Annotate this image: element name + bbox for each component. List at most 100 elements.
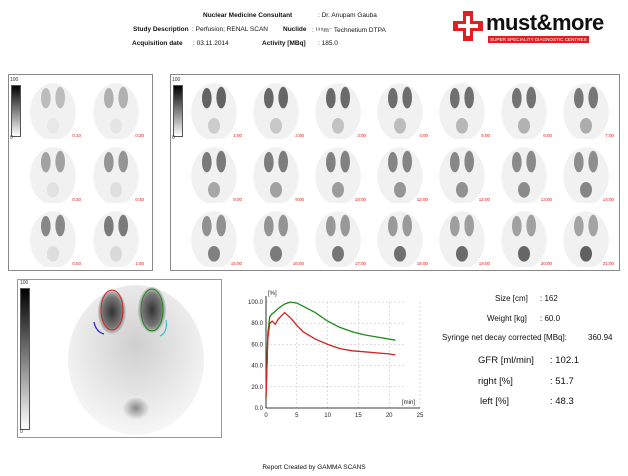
frame-time-label: 8:00 [233,197,242,202]
activity-value: : 185.0 [318,40,338,47]
dynamic-frame: 14:00 [556,143,616,203]
frame-time-label: 16:00 [292,261,304,266]
left-percent-label: left [%] [480,396,510,407]
consultant-label: Nuclear Medicine Consultant [203,12,293,19]
frame-time-label: 14:00 [602,197,614,202]
acquisition-value: : 03.11.2014 [193,40,229,47]
weight-value: : 60.0 [540,314,561,323]
syringe-value: 360.94 [588,333,613,342]
dynamic-frame: 21:00 [556,207,616,267]
perfusion-scale-max: 100 [10,77,19,83]
perfusion-frame: 0:20 [86,79,146,139]
dynamic-frame: 12:00 [370,143,430,203]
dynamic-frame: 12:00 [432,143,492,203]
dynamic-color-scale [173,85,183,137]
frame-time-label: 0:30 [72,197,81,202]
frame-time-label: 10:00 [354,197,366,202]
study-value: : Perfusion; RENAL SCAN [192,26,268,33]
report-footer: Report Created by GAMMA SCANS [262,464,366,471]
dynamic-frame: 18:00 [370,207,430,267]
x-tick-label: 0 [264,413,268,419]
right-background-roi[interactable] [159,319,167,337]
frame-time-label: 1:00 [135,261,144,266]
perfusion-frame: 0:30 [23,143,83,203]
gfr-value: : 102.1 [550,355,580,366]
right-kidney [138,287,166,333]
dynamic-frame: 10:00 [308,143,368,203]
x-tick-label: 25 [417,413,424,419]
dynamic-frame: 16:00 [246,207,306,267]
x-tick-label: 10 [324,413,331,419]
y-tick-label: 100.0 [248,300,264,306]
frame-time-label: 7:00 [605,133,614,138]
frame-time-label: 5:00 [481,133,490,138]
x-axis-label: [min] [402,400,415,406]
x-tick-label: 15 [355,413,362,419]
perfusion-frame: 0:10 [23,79,83,139]
dynamic-frame: 1:00 [184,79,244,139]
brand-tagline: SUPER SPECIALITY DIAGNOSTIC CENTRES [488,36,589,43]
left-kidney-roi[interactable] [100,289,124,331]
dynamic-frame: 8:00 [184,143,244,203]
perfusion-panel: 100 0 0:10 0:20 0:30 0:40 0:50 1:00 [8,74,153,271]
brand-logo: must&more SUPER SPECIALITY DIAGNOSTIC CE… [452,8,622,48]
dynamic-frame: 13:00 [494,143,554,203]
left-background-roi[interactable] [93,321,105,335]
left-percent-value: : 48.3 [550,396,574,407]
frame-time-label: 15:00 [230,261,242,266]
perfusion-frame: 0:40 [86,143,146,203]
perfusion-color-scale [11,85,21,137]
right-percent-label: right [%] [478,376,513,387]
frame-time-label: 21:00 [602,261,614,266]
frame-time-label: 18:00 [416,261,428,266]
dynamic-frame: 15:00 [184,207,244,267]
dynamic-frame: 19:00 [432,207,492,267]
activity-label: Activity [MBq] [262,40,306,47]
y-axis-label: [%] [268,291,277,297]
dynamic-frame: 4:00 [370,79,430,139]
acquisition-label: Acquisition date [132,40,183,47]
bladder [122,396,150,420]
roi-color-scale [20,288,30,430]
size-label: Size [cm] [495,294,528,303]
dynamic-panel: 100 0 1:00 2:00 3:00 4:00 5:00 6:00 7:00 [170,74,620,271]
x-tick-label: 20 [386,413,393,419]
frame-time-label: 9:00 [295,197,304,202]
weight-label: Weight [kg] [487,314,527,323]
consultant-value: : Dr. Anupam Gauba [318,12,377,19]
roi-scale-max: 100 [20,280,29,286]
nuclide-label: Nuclide [283,26,307,33]
dynamic-frame: 9:00 [246,143,306,203]
right-kidney-roi[interactable] [140,288,164,332]
dynamic-frame: 5:00 [432,79,492,139]
series-line-2 [265,311,396,398]
roi-scale-min: 0 [20,429,23,435]
frame-time-label: 17:00 [354,261,366,266]
frame-time-label: 19:00 [478,261,490,266]
frame-time-label: 6:00 [543,133,552,138]
left-kidney [98,290,126,334]
frame-time-label: 12:00 [416,197,428,202]
frame-time-label: 20:00 [540,261,552,266]
frame-time-label: 4:00 [419,133,428,138]
dynamic-frame: 6:00 [494,79,554,139]
renogram-chart: 0.0 20.0 40.0 60.0 80.0 100.0 0 5 10 15 20 25 [%] [mi… [248,291,424,419]
roi-image-panel: 100 0 [17,279,222,438]
frame-time-label: 1:00 [233,133,242,138]
syringe-label: Syringe net decay corrected [MBq]: [442,333,567,342]
frame-time-label: 12:00 [478,197,490,202]
nuclide-value: : ¹⁹⁹m⁻ Technetium DTPA [312,27,386,34]
perfusion-frame: 0:50 [23,207,83,267]
frame-time-label: 0:20 [135,133,144,138]
perfusion-scale-min: 0 [10,135,13,141]
cross-logo-icon [453,11,483,41]
size-value: : 162 [540,294,558,303]
perfusion-frame: 1:00 [86,207,146,267]
y-tick-label: 20.0 [251,385,263,391]
frame-time-label: 2:00 [295,133,304,138]
series-line-1 [265,301,396,398]
roi-scan-image [68,285,204,435]
study-label: Study Description [133,26,189,33]
gfr-label: GFR [ml/min] [478,355,534,366]
dynamic-frame: 20:00 [494,207,554,267]
